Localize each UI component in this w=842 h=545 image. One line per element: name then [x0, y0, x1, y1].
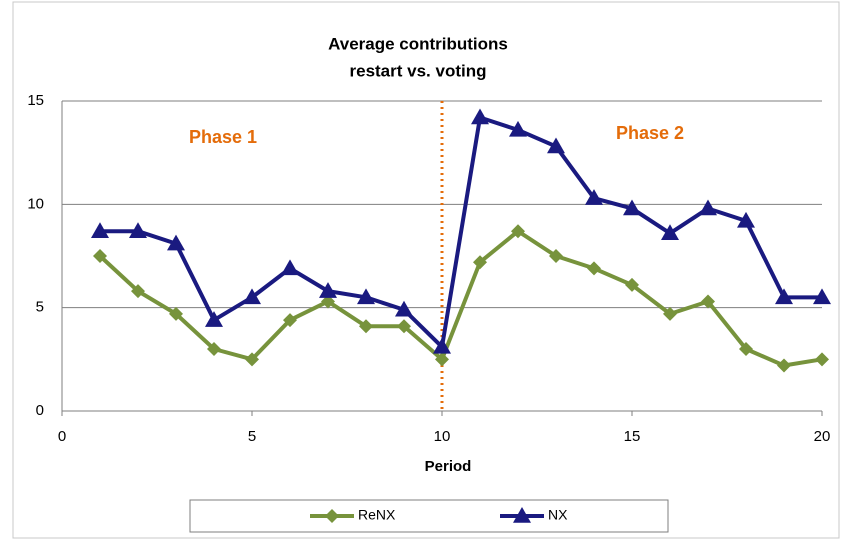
diamond-marker: [473, 255, 487, 270]
triangle-marker: [129, 222, 147, 238]
diamond-marker: [397, 319, 411, 334]
triangle-marker: [395, 300, 413, 317]
y-tick-label: 0: [36, 402, 44, 419]
x-tick-label: 20: [814, 428, 831, 445]
diamond-marker: [663, 306, 677, 321]
legend-label: NX: [548, 507, 568, 523]
diamond-marker: [283, 313, 297, 328]
triangle-marker: [433, 337, 451, 354]
diamond-marker: [701, 294, 715, 309]
triangle-marker: [319, 282, 337, 298]
triangle-marker: [471, 108, 489, 125]
y-tick-label: 10: [27, 195, 44, 212]
triangle-marker: [661, 224, 679, 241]
triangle-marker: [585, 189, 603, 205]
diamond-marker: [169, 306, 183, 321]
diamond-marker: [625, 277, 639, 292]
triangle-marker: [509, 120, 527, 137]
diamond-marker: [777, 358, 791, 373]
series-line: [98, 229, 823, 368]
diamond-marker: [131, 284, 145, 299]
triangle-marker: [813, 288, 831, 305]
triangle-marker: [513, 507, 531, 523]
phase-label: Phase 2: [616, 123, 684, 143]
triangle-marker: [547, 137, 565, 154]
chart-border: [12, 1, 840, 539]
triangle-marker: [281, 259, 299, 276]
diamond-marker: [815, 352, 829, 367]
triangle-marker: [243, 288, 261, 305]
triangle-marker: [357, 288, 375, 305]
diamond-marker: [511, 224, 525, 239]
triangle-marker: [737, 211, 755, 228]
legend-box: [189, 499, 669, 533]
x-tick-label: 10: [434, 428, 451, 445]
chart-title: restart vs. voting: [350, 61, 487, 80]
y-tick-label: 5: [36, 299, 44, 316]
diamond-marker: [321, 294, 335, 309]
chart-title: Average contributions: [328, 34, 508, 53]
x-tick-label: 5: [248, 428, 256, 445]
triangle-marker: [205, 311, 223, 327]
triangle-marker: [167, 234, 185, 251]
triangle-marker: [699, 199, 717, 216]
y-tick-label: 15: [27, 92, 44, 109]
diamond-marker: [207, 342, 221, 356]
x-tick-label: 15: [624, 428, 641, 445]
triangle-marker: [623, 199, 641, 216]
diamond-marker: [435, 352, 449, 367]
legend-label: ReNX: [358, 507, 396, 523]
diamond-marker: [325, 509, 339, 523]
x-axis-label: Period: [425, 458, 472, 475]
diamond-marker: [93, 249, 107, 263]
triangle-marker: [775, 288, 793, 305]
phase-label: Phase 1: [189, 127, 257, 147]
diamond-marker: [587, 261, 601, 276]
x-tick-label: 0: [58, 428, 66, 445]
diamond-marker: [739, 342, 753, 356]
diamond-marker: [359, 319, 373, 334]
diamond-marker: [549, 249, 563, 263]
diamond-marker: [245, 352, 259, 367]
triangle-marker: [91, 222, 109, 238]
